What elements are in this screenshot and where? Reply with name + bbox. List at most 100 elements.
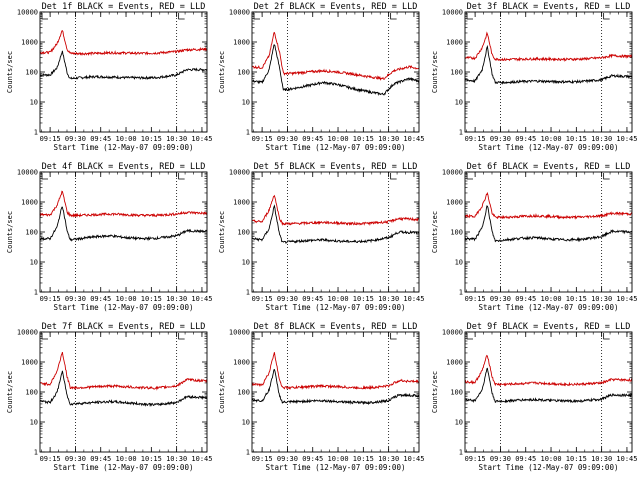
y-tick-label: 1000: [446, 199, 463, 207]
chart-title: Det 6f BLACK = Events, RED = LLD: [467, 162, 631, 172]
x-axis-label: Start Time (12-May-07 09:09:00): [54, 463, 194, 472]
x-tick-label: 09:30: [277, 135, 298, 143]
y-tick-label: 10000: [229, 9, 250, 17]
x-tick-label: 10:30: [378, 135, 399, 143]
x-tick-label: 10:00: [115, 455, 136, 463]
y-tick-label: 10: [30, 259, 38, 267]
y-tick-label: 100: [25, 389, 38, 397]
y-tick-label: 1: [34, 449, 38, 457]
x-tick-label: 10:30: [166, 135, 187, 143]
series-line-events: [251, 204, 420, 244]
chart-panel-6: Det 6f BLACK = Events, RED = LLD Counts/s…: [431, 162, 637, 312]
y-tick-label: 10: [242, 99, 250, 107]
chart-panel-2: Det 2f BLACK = Events, RED = LLD Counts/s…: [218, 2, 424, 152]
y-axis-label: Counts/sec: [6, 211, 14, 253]
series-line-events: [464, 367, 633, 404]
plot-frame: [464, 171, 633, 293]
marker-bracket-left: [41, 173, 48, 180]
x-tick-label: 10:15: [353, 455, 374, 463]
series-line-events: [39, 50, 208, 80]
marker-bracket-right: [178, 173, 185, 180]
y-tick-label: 100: [237, 389, 250, 397]
chart-panel-9: Det 9f BLACK = Events, RED = LLD Counts/s…: [431, 322, 637, 472]
x-tick-label: 09:30: [277, 295, 298, 303]
x-tick-label: 09:15: [40, 295, 61, 303]
series-line-events: [251, 368, 420, 406]
marker-bracket-left: [466, 173, 473, 180]
y-tick-label: 1: [246, 449, 250, 457]
x-tick-label: 09:15: [465, 455, 486, 463]
plot-frame: [251, 11, 420, 133]
y-axis-label: Counts/sec: [218, 51, 226, 93]
y-tick-label: 10000: [17, 9, 38, 17]
plot-frame: [464, 331, 633, 453]
x-tick-label: 10:30: [591, 135, 612, 143]
x-tick-label: 09:45: [90, 135, 111, 143]
y-tick-label: 1: [246, 129, 250, 137]
plot-frame: [39, 171, 208, 293]
x-tick-label: 09:15: [252, 295, 273, 303]
series-line-lld: [251, 194, 420, 226]
x-tick-label: 10:00: [115, 135, 136, 143]
chart-panel-4: Det 4f BLACK = Events, RED = LLD Counts/s…: [6, 162, 212, 312]
series-line-lld: [251, 352, 420, 391]
x-tick-label: 10:30: [378, 295, 399, 303]
y-tick-label: 100: [25, 69, 38, 77]
marker-bracket-left: [253, 173, 260, 180]
y-tick-label: 100: [25, 229, 38, 237]
series-line-lld: [464, 191, 633, 220]
x-tick-label: 09:15: [252, 135, 273, 143]
series-line-lld: [464, 31, 633, 62]
y-tick-label: 1: [459, 289, 463, 297]
y-tick-label: 10: [30, 99, 38, 107]
y-tick-label: 1: [459, 129, 463, 137]
marker-bracket-left: [253, 13, 260, 20]
marker-bracket-right: [390, 173, 397, 180]
y-tick-label: 10: [30, 419, 38, 427]
y-tick-label: 1: [34, 129, 38, 137]
y-tick-label: 100: [450, 389, 463, 397]
chart-panel-8: Det 8f BLACK = Events, RED = LLD Counts/s…: [218, 322, 424, 472]
x-axis-label: Start Time (12-May-07 09:09:00): [266, 143, 406, 152]
x-tick-label: 10:00: [115, 295, 136, 303]
x-axis-label: Start Time (12-May-07 09:09:00): [479, 143, 619, 152]
chart-panel-1: Det 1f BLACK = Events, RED = LLD Counts/s…: [6, 2, 212, 152]
x-tick-label: 10:00: [540, 295, 561, 303]
y-tick-label: 10: [242, 419, 250, 427]
x-tick-label: 10:45: [403, 135, 424, 143]
marker-bracket-left: [41, 13, 48, 20]
x-tick-label: 10:30: [591, 295, 612, 303]
y-axis-label: Counts/sec: [218, 371, 226, 413]
y-tick-label: 10: [242, 259, 250, 267]
x-tick-label: 10:30: [166, 295, 187, 303]
x-tick-label: 10:45: [191, 455, 212, 463]
x-tick-label: 10:00: [327, 295, 348, 303]
y-axis-label: Counts/sec: [431, 51, 439, 93]
x-tick-label: 10:00: [327, 455, 348, 463]
x-tick-label: 10:45: [616, 295, 637, 303]
x-tick-label: 10:15: [353, 135, 374, 143]
marker-bracket-left: [466, 333, 473, 340]
y-axis-label: Counts/sec: [431, 371, 439, 413]
y-tick-label: 1000: [446, 39, 463, 47]
plot-frame: [39, 11, 208, 133]
x-tick-label: 10:45: [616, 135, 637, 143]
x-tick-label: 10:15: [566, 455, 587, 463]
y-tick-label: 10000: [442, 9, 463, 17]
x-tick-label: 10:00: [327, 135, 348, 143]
x-tick-label: 09:45: [90, 295, 111, 303]
chart-title: Det 9f BLACK = Events, RED = LLD: [467, 322, 631, 332]
marker-bracket-right: [178, 333, 185, 340]
x-tick-label: 09:45: [302, 135, 323, 143]
series-line-events: [464, 44, 633, 85]
x-tick-label: 09:45: [302, 455, 323, 463]
x-axis-label: Start Time (12-May-07 09:09:00): [266, 463, 406, 472]
x-tick-label: 09:15: [40, 135, 61, 143]
x-tick-label: 09:30: [490, 135, 511, 143]
y-tick-label: 1: [459, 449, 463, 457]
y-tick-label: 1000: [233, 199, 250, 207]
marker-bracket-right: [390, 333, 397, 340]
series-line-events: [464, 205, 633, 243]
y-axis-label: Counts/sec: [6, 371, 14, 413]
x-tick-label: 10:30: [378, 455, 399, 463]
